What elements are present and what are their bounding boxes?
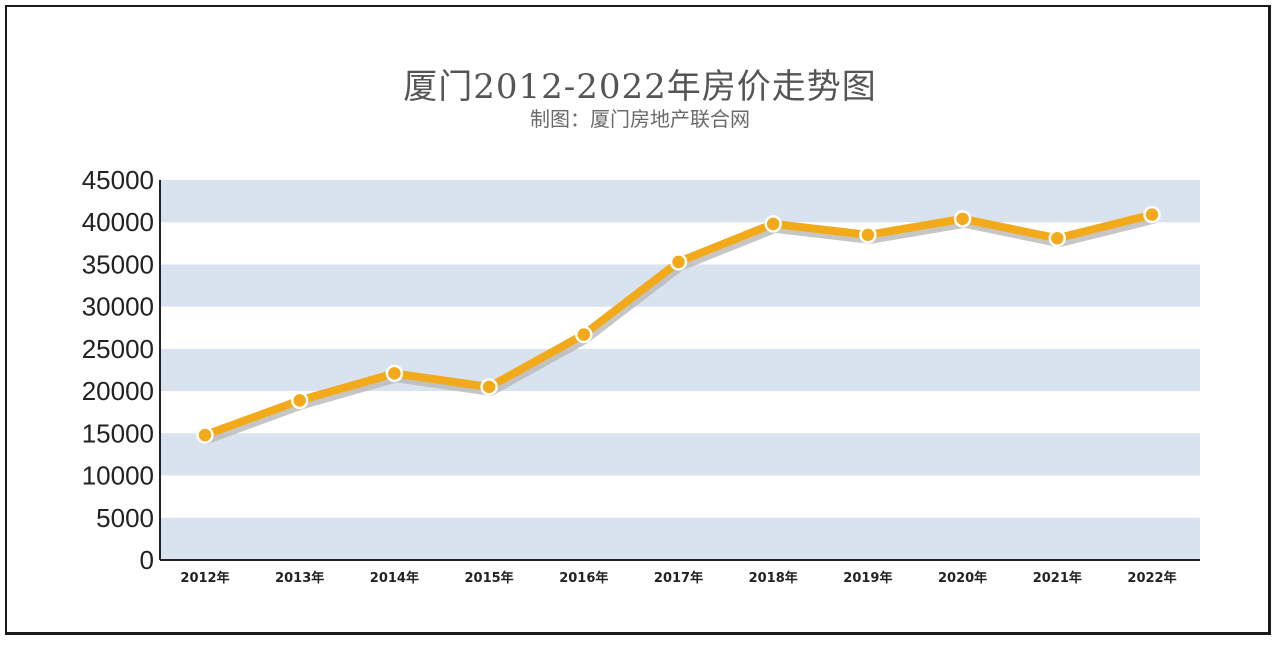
- grid-band: [160, 180, 1200, 223]
- data-point: [290, 391, 309, 410]
- x-tick-label: 2019年: [843, 570, 892, 586]
- x-tick-label: 2015年: [465, 570, 514, 586]
- y-tick-label: 40000: [82, 207, 154, 237]
- y-axis-ticks: 0 5000 10000 15000 20000 25000 30000 35000 40000…: [82, 165, 154, 575]
- data-point: [385, 364, 404, 383]
- data-point: [1048, 229, 1067, 248]
- x-tick-label: 2016年: [559, 570, 608, 586]
- x-axis-ticks: 2012年 2013年 2014年 2015年 2016年 2017年 2018年 2019年…: [180, 570, 1176, 586]
- y-tick-label: 25000: [82, 334, 154, 364]
- data-point: [859, 226, 877, 244]
- data-point: [480, 378, 498, 396]
- x-tick-label: 2013年: [275, 570, 324, 586]
- x-tick-label: 2012年: [180, 570, 229, 586]
- y-tick-label: 15000: [82, 418, 154, 448]
- grid-band: [160, 433, 1200, 476]
- grid-band: [160, 517, 1200, 560]
- series-line: [201, 210, 1156, 439]
- x-tick-label: 2021年: [1033, 570, 1082, 586]
- y-tick-label: 45000: [82, 165, 154, 195]
- x-tick-label: 2018年: [749, 570, 798, 586]
- chart-subtitle: 制图：厦门房地产联合网: [530, 107, 750, 131]
- data-point: [196, 426, 214, 444]
- y-tick-label: 5000: [96, 503, 154, 533]
- y-tick-label: 0: [140, 545, 154, 575]
- x-tick-label: 2014年: [370, 570, 419, 586]
- chart-title: 厦门2012-2022年房价走势图: [403, 67, 877, 107]
- data-point: [764, 215, 782, 233]
- data-point: [575, 325, 593, 344]
- y-tick-label: 10000: [82, 461, 154, 491]
- series-layer: [196, 205, 1161, 444]
- grid-band: [160, 348, 1200, 392]
- data-point: [953, 210, 972, 228]
- x-tick-label: 2022年: [1127, 570, 1176, 586]
- data-point: [669, 253, 688, 271]
- y-tick-label: 20000: [82, 376, 154, 406]
- series-line-shadow: [203, 215, 1158, 444]
- y-tick-label: 30000: [82, 292, 154, 322]
- y-tick-label: 35000: [82, 249, 154, 279]
- axes: [159, 180, 1200, 561]
- x-tick-label: 2020年: [938, 570, 987, 586]
- data-point: [1143, 205, 1161, 224]
- x-tick-label: 2017年: [654, 570, 703, 586]
- grid-bands: [160, 180, 1200, 560]
